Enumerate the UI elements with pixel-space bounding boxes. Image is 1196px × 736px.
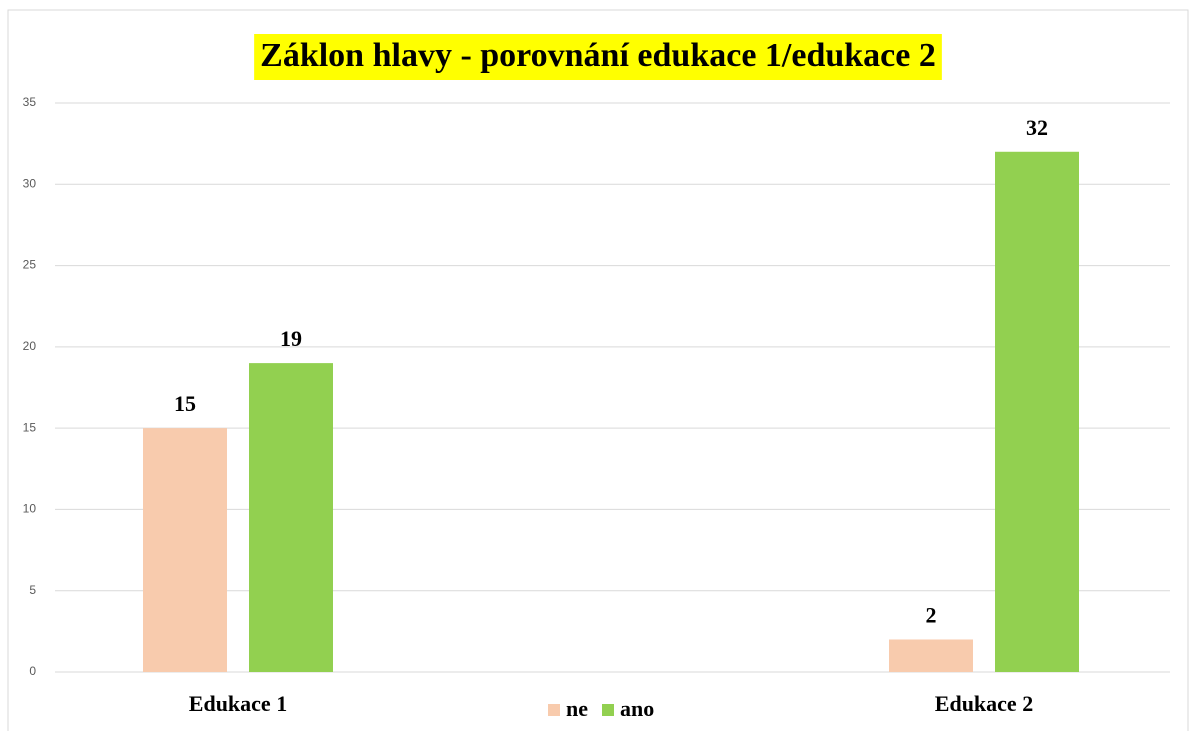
y-tick-label: 15 bbox=[23, 420, 37, 434]
x-tick-label: Edukace 1 bbox=[189, 691, 287, 716]
data-label: 32 bbox=[1026, 115, 1048, 140]
bar bbox=[995, 151, 1079, 672]
bar bbox=[249, 363, 333, 672]
y-tick-label: 20 bbox=[23, 339, 37, 353]
data-label: 15 bbox=[174, 391, 196, 416]
y-tick-label: 5 bbox=[29, 583, 36, 597]
legend-swatch bbox=[602, 704, 614, 716]
title-highlight bbox=[254, 34, 942, 80]
y-tick-label: 0 bbox=[29, 664, 36, 678]
chart-frame bbox=[7, 9, 1189, 736]
y-tick-label: 10 bbox=[23, 502, 37, 516]
y-tick-label: 35 bbox=[23, 95, 37, 109]
x-tick-label: Edukace 2 bbox=[935, 691, 1033, 716]
bar bbox=[143, 428, 227, 672]
data-label: 19 bbox=[280, 326, 302, 351]
legend-label: ano bbox=[620, 696, 654, 721]
y-tick-label: 30 bbox=[23, 176, 37, 190]
chart-title: Záklon hlavy - porovnání edukace 1/eduka… bbox=[260, 37, 936, 74]
bar bbox=[889, 639, 973, 672]
legend-label: ne bbox=[566, 696, 588, 721]
data-label: 2 bbox=[926, 603, 937, 628]
y-tick-label: 25 bbox=[23, 258, 37, 272]
legend-swatch bbox=[548, 704, 560, 716]
